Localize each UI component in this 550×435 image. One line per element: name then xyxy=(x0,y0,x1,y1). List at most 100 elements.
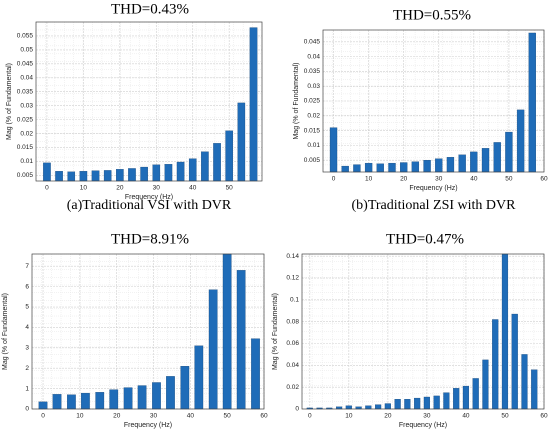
y-tick-label: 5 xyxy=(25,304,29,311)
bar xyxy=(164,164,173,182)
bar xyxy=(201,151,209,182)
bar xyxy=(180,366,190,410)
y-tick-label: 1 xyxy=(25,385,29,392)
bar xyxy=(55,171,63,182)
x-tick-label: 10 xyxy=(345,413,353,420)
bar xyxy=(38,401,48,410)
x-tick-label: 0 xyxy=(308,413,312,420)
y-tick-label: 0.025 xyxy=(17,116,34,123)
bar xyxy=(423,396,430,410)
y-tick-label: 2 xyxy=(25,365,29,372)
bar xyxy=(462,385,470,410)
bar xyxy=(528,32,536,173)
bar xyxy=(81,392,90,410)
bar xyxy=(91,170,100,182)
bar xyxy=(394,399,401,410)
bar xyxy=(458,154,466,173)
axes-frame xyxy=(35,21,263,182)
y-tick-label: 6 xyxy=(25,283,29,290)
y-tick-label: 0.055 xyxy=(17,33,34,40)
bar xyxy=(482,359,489,410)
x-tick-label: 40 xyxy=(462,413,470,420)
bar xyxy=(109,389,119,410)
bar xyxy=(103,170,112,182)
y-tick-label: 0.03 xyxy=(307,83,320,90)
x-tick-label: 50 xyxy=(226,185,234,192)
bar xyxy=(376,163,384,173)
y-tick-label: 4 xyxy=(25,324,29,331)
bar xyxy=(140,166,148,182)
y-tick-label: 0.045 xyxy=(304,39,321,46)
bar xyxy=(511,313,518,410)
bar xyxy=(79,171,88,182)
x-tick-label: 30 xyxy=(435,176,443,183)
bar xyxy=(531,369,538,410)
x-tick-label: 40 xyxy=(187,413,195,420)
bar xyxy=(364,162,373,173)
bar xyxy=(123,387,133,410)
bar xyxy=(188,158,197,182)
bar xyxy=(236,270,246,410)
y-tick-label: 0.035 xyxy=(304,68,321,75)
bar xyxy=(414,397,421,410)
bar xyxy=(67,394,76,410)
bar xyxy=(341,165,349,173)
bar xyxy=(237,102,246,182)
x-tick-label: 0 xyxy=(41,413,45,420)
caption: (b)Traditional ZSI with DVR xyxy=(352,198,517,213)
x-tick-label: 20 xyxy=(113,413,121,420)
bar xyxy=(249,27,258,182)
bar xyxy=(166,376,175,410)
x-tick-label: 20 xyxy=(116,185,124,192)
bar xyxy=(152,164,161,182)
bar xyxy=(194,345,204,410)
x-tick-label: 40 xyxy=(189,185,197,192)
y-tick-label: 0.025 xyxy=(304,98,321,105)
bar xyxy=(516,109,525,173)
bar xyxy=(67,171,76,182)
bar xyxy=(95,392,105,410)
x-tick-label: 60 xyxy=(260,413,268,420)
y-tick-label: 0.01 xyxy=(307,142,320,149)
bar xyxy=(388,162,396,173)
bar xyxy=(345,405,352,410)
x-tick-label: 10 xyxy=(80,185,88,192)
y-tick-label: 0.05 xyxy=(20,47,33,54)
bar xyxy=(453,388,460,410)
bar xyxy=(208,289,218,410)
y-tick-label: 0.08 xyxy=(286,318,299,325)
bar xyxy=(152,382,161,410)
bar xyxy=(116,169,124,182)
x-tick-label: 30 xyxy=(150,413,158,420)
bar xyxy=(435,158,443,173)
bar xyxy=(411,161,420,173)
x-tick-label: 50 xyxy=(501,413,509,420)
y-tick-label: 0.01 xyxy=(20,158,33,165)
x-tick-label: 40 xyxy=(470,176,478,183)
bar xyxy=(384,403,391,410)
y-tick-label: 0.12 xyxy=(286,275,299,282)
y-tick-label: 0 xyxy=(25,406,29,413)
bar xyxy=(521,354,528,410)
y-tick-label: 0.03 xyxy=(20,102,33,109)
y-tick-label: 0.005 xyxy=(17,172,34,179)
caption: (a)Traditional VSI with DVR xyxy=(67,198,232,213)
x-tick-label: 30 xyxy=(153,185,161,192)
y-tick-label: 0.02 xyxy=(20,130,33,137)
y-tick-label: 0 xyxy=(295,406,299,413)
chart-title: THD=0.55% xyxy=(393,7,471,23)
y-axis-label: Mag (% of Fundamental) xyxy=(272,293,279,370)
y-tick-label: 0.005 xyxy=(304,157,321,164)
chart-title: THD=0.43% xyxy=(111,1,189,17)
y-tick-label: 0.04 xyxy=(286,362,299,369)
y-tick-label: 0.06 xyxy=(286,340,299,347)
bar xyxy=(492,319,499,410)
x-axis-label: Frequency (Hz) xyxy=(124,422,172,429)
x-tick-label: 20 xyxy=(400,176,408,183)
bar xyxy=(251,338,260,410)
bar xyxy=(329,127,338,173)
bar xyxy=(128,168,136,182)
x-tick-label: 60 xyxy=(540,413,548,420)
bar xyxy=(443,392,450,410)
y-tick-label: 0.14 xyxy=(286,253,299,260)
